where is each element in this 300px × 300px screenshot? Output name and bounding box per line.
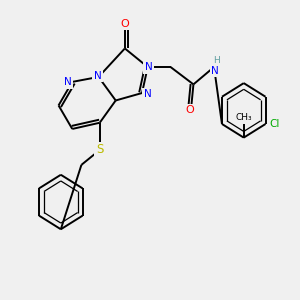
Text: CH₃: CH₃	[236, 113, 252, 122]
Text: N: N	[64, 77, 72, 87]
Text: N: N	[144, 89, 152, 99]
Text: Cl: Cl	[269, 119, 280, 129]
Text: S: S	[96, 143, 103, 157]
Text: N: N	[94, 71, 101, 81]
Text: O: O	[121, 19, 129, 29]
Text: N: N	[145, 62, 153, 72]
Text: H: H	[214, 61, 221, 71]
Text: N: N	[211, 66, 219, 76]
Text: H: H	[213, 56, 220, 65]
Text: O: O	[186, 105, 194, 116]
